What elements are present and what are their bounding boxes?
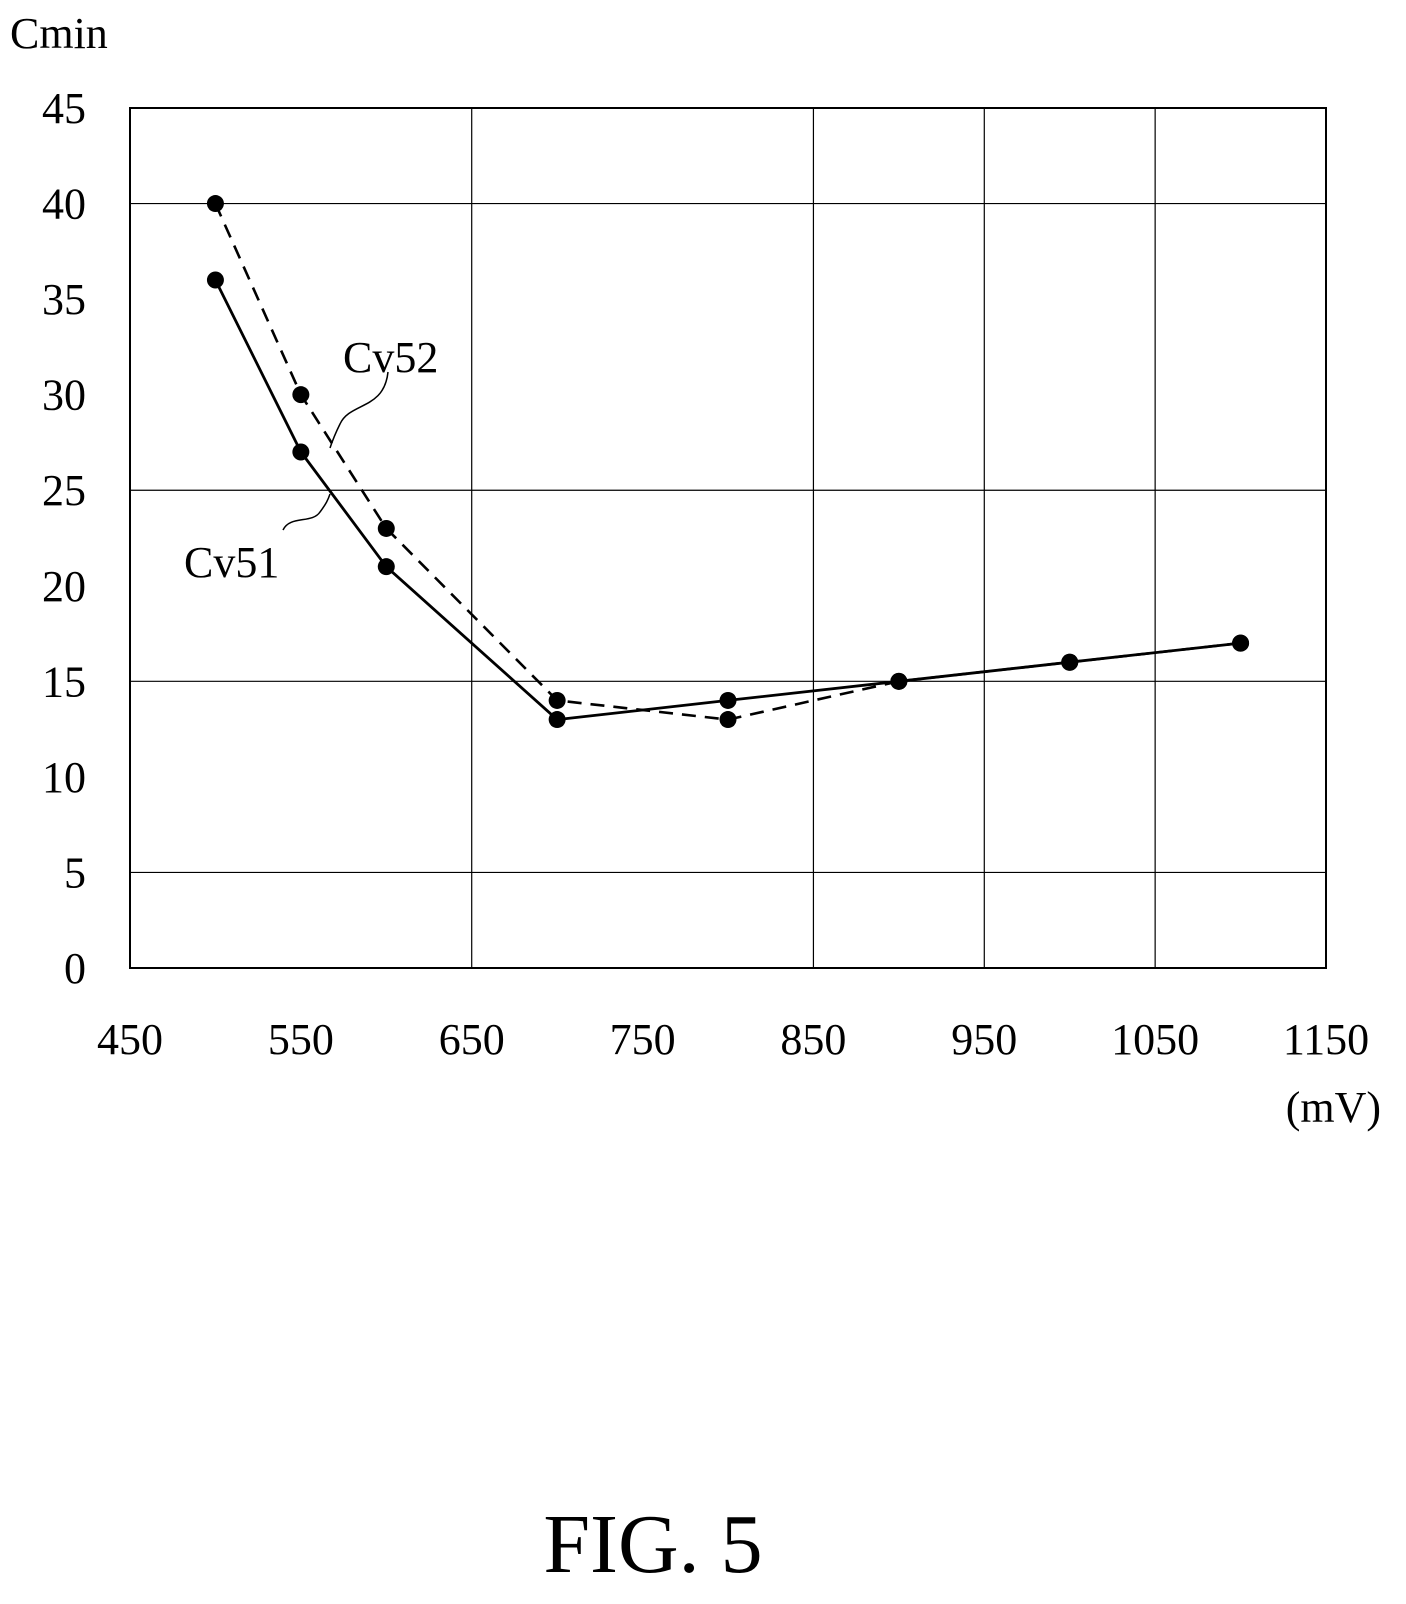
y-tick-label: 25 bbox=[42, 466, 86, 515]
x-tick-label: 550 bbox=[268, 1015, 334, 1064]
cv51-data-point bbox=[719, 691, 737, 709]
x-tick-label: 950 bbox=[951, 1015, 1017, 1064]
cv52-leader-line bbox=[329, 371, 389, 449]
cv52-data-point bbox=[292, 386, 310, 404]
y-tick-label: 5 bbox=[64, 848, 86, 897]
x-axis-ticks: 450 550 650 750 850 950 1050 1150 bbox=[97, 1015, 1369, 1064]
cv52-data-point bbox=[548, 691, 566, 709]
cv52-data-point bbox=[1061, 653, 1079, 671]
y-tick-label: 20 bbox=[42, 562, 86, 611]
cv51-data-point bbox=[377, 558, 395, 576]
cv51-data-point bbox=[292, 443, 310, 461]
y-tick-label: 40 bbox=[42, 180, 86, 229]
y-tick-label: 35 bbox=[42, 275, 86, 324]
cv52-data-point bbox=[206, 195, 224, 213]
x-tick-label: 650 bbox=[439, 1015, 505, 1064]
cv51-data-point bbox=[206, 271, 224, 289]
figure-caption: FIG. 5 bbox=[543, 1498, 762, 1591]
cv52-series-label: Cv52 bbox=[343, 333, 438, 382]
x-tick-label: 1050 bbox=[1111, 1015, 1199, 1064]
x-tick-label: 450 bbox=[97, 1015, 163, 1064]
cv51-data-point bbox=[548, 711, 566, 729]
cv52-data-point bbox=[890, 672, 908, 690]
x-tick-label: 750 bbox=[610, 1015, 676, 1064]
cv51-series-label: Cv51 bbox=[184, 538, 279, 587]
cv52-data-point bbox=[719, 711, 737, 729]
y-tick-label: 30 bbox=[42, 371, 86, 420]
plot-frame bbox=[129, 107, 1327, 969]
series-group bbox=[206, 195, 1250, 729]
x-axis-unit-label: (mV) bbox=[1286, 1083, 1381, 1132]
cv52-series-line bbox=[214, 203, 1241, 721]
y-tick-label: 10 bbox=[42, 753, 86, 802]
cv52-data-point bbox=[1232, 634, 1250, 652]
x-tick-label: 850 bbox=[780, 1015, 846, 1064]
cv51-leader-line bbox=[282, 493, 331, 531]
y-axis-ticks: 0 5 10 15 20 25 30 35 40 45 bbox=[42, 84, 86, 993]
y-tick-label: 0 bbox=[64, 944, 86, 993]
y-tick-label: 45 bbox=[42, 84, 86, 133]
cv52-data-point bbox=[377, 519, 395, 537]
y-tick-label: 15 bbox=[42, 657, 86, 706]
x-tick-label: 1150 bbox=[1283, 1015, 1369, 1064]
gridlines bbox=[130, 108, 1326, 968]
y-axis-label: Cmin bbox=[10, 9, 108, 58]
